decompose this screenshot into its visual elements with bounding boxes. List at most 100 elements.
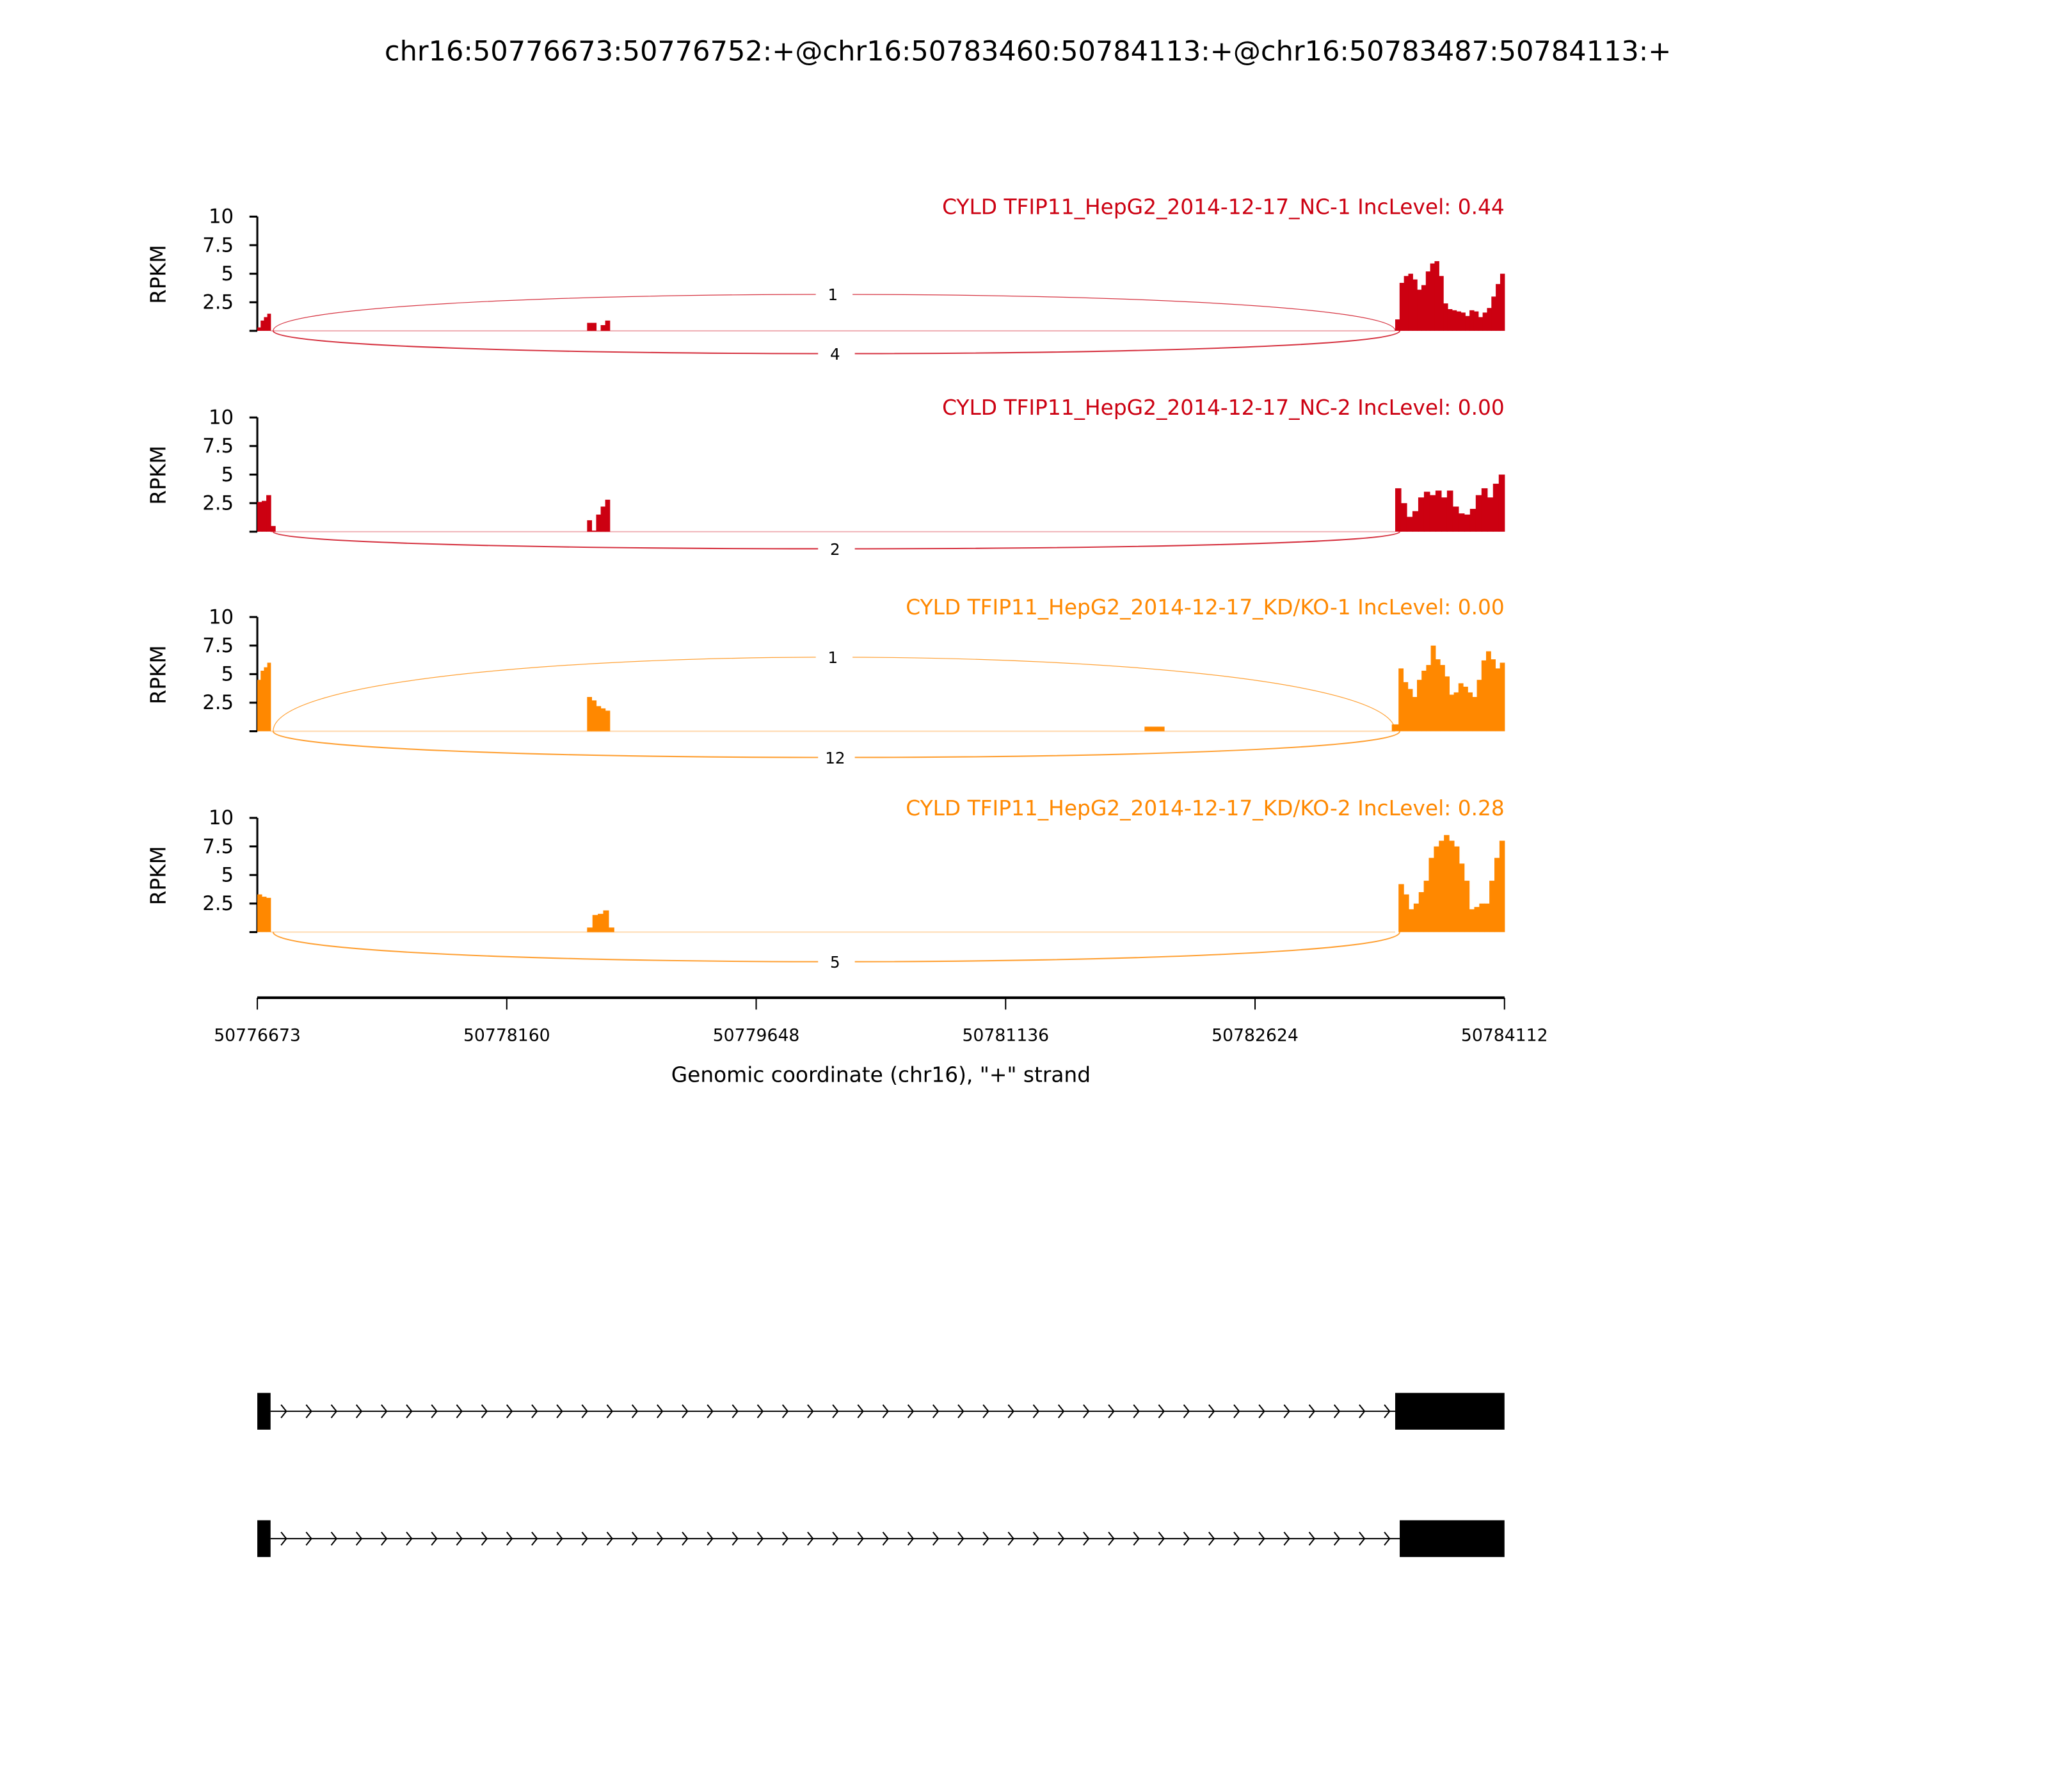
y-tick-label: 7.5 xyxy=(202,435,234,458)
strand-arrow-icon xyxy=(1308,1532,1316,1546)
coverage-bar xyxy=(596,515,602,532)
gene-models xyxy=(257,1393,1505,1557)
strand-arrow-icon xyxy=(932,1404,940,1419)
junction-count-label: 5 xyxy=(830,953,840,972)
coverage-bar xyxy=(1453,692,1459,732)
coverage-bar xyxy=(1476,680,1482,732)
panel-title: CYLD TFIP11_HepG2_2014-12-17_KD/KO-2 Inc… xyxy=(906,796,1505,820)
coverage-bar xyxy=(1469,509,1476,532)
y-tick-label: 10 xyxy=(209,406,234,429)
coverage-bar xyxy=(1479,903,1485,932)
y-tick-label: 7.5 xyxy=(202,835,234,858)
coverage-bar xyxy=(1487,308,1492,331)
coverage-bar xyxy=(1395,319,1400,331)
strand-arrow-icon xyxy=(1208,1404,1215,1419)
coverage-bar xyxy=(1481,660,1487,732)
coverage-bar xyxy=(605,710,611,732)
coverage-bar xyxy=(257,894,262,932)
coverage-bar xyxy=(1403,682,1409,732)
x-axis: 50776673 50778160 50779648 50781136 50782624… xyxy=(214,996,1548,1046)
strand-arrow-icon xyxy=(1258,1404,1265,1419)
strand-arrow-icon xyxy=(907,1532,915,1546)
strand-arrow-icon xyxy=(1333,1532,1341,1546)
strand-arrow-icon xyxy=(305,1404,312,1419)
coverage-bar xyxy=(1487,497,1494,532)
coverage-bar xyxy=(260,670,265,732)
strand-arrow-icon xyxy=(1133,1532,1140,1546)
strand-arrow-icon xyxy=(431,1532,438,1546)
strand-arrow-icon xyxy=(1158,1532,1165,1546)
coverage-bar xyxy=(1458,683,1464,732)
coverage-bar xyxy=(603,910,609,932)
strand-arrow-icon xyxy=(732,1404,739,1419)
coverage-bar xyxy=(1459,863,1465,932)
strand-arrow-icon xyxy=(606,1404,614,1419)
strand-arrow-icon xyxy=(682,1404,689,1419)
coverage-bar xyxy=(1421,285,1427,331)
y-tick-label: 2.5 xyxy=(202,291,234,314)
coverage-bar xyxy=(257,327,261,331)
coverage-bar xyxy=(1398,884,1404,932)
coverage-bar xyxy=(591,700,597,732)
coverage-bar xyxy=(1434,846,1439,932)
strand-arrow-icon xyxy=(1308,1404,1316,1419)
y-tick-label: 2.5 xyxy=(202,892,234,915)
x-tick-label: 50779648 xyxy=(713,1026,800,1046)
strand-arrow-icon xyxy=(305,1532,312,1546)
strand-arrow-icon xyxy=(1384,1404,1391,1419)
strand-arrow-icon xyxy=(531,1532,538,1546)
coverage-bar xyxy=(1452,310,1457,331)
transcript-2 xyxy=(257,1520,1505,1557)
strand-arrow-icon xyxy=(1158,1404,1165,1419)
strand-arrow-icon xyxy=(431,1404,438,1419)
coverage-bar xyxy=(1460,312,1466,331)
coverage-bar xyxy=(1494,858,1500,932)
strand-arrow-icon xyxy=(1032,1404,1040,1419)
strand-arrow-icon xyxy=(1283,1404,1290,1419)
strand-arrow-icon xyxy=(756,1404,764,1419)
junction-count-label: 2 xyxy=(830,540,840,559)
transcript-1 xyxy=(257,1393,1505,1430)
coverage-bar xyxy=(1441,497,1448,532)
y-axis-label: RPKM xyxy=(146,846,170,905)
strand-arrow-icon xyxy=(732,1532,739,1546)
exon-block xyxy=(1395,1393,1505,1430)
coverage-bar xyxy=(1406,516,1413,532)
coverage-bar xyxy=(1482,312,1488,331)
coverage-bar xyxy=(266,495,271,532)
strand-arrow-icon xyxy=(1208,1532,1215,1546)
coverage-bar xyxy=(1412,697,1418,732)
x-tick-label: 50784112 xyxy=(1461,1026,1548,1046)
coverage-bar xyxy=(267,662,271,732)
coverage-bar xyxy=(1449,840,1455,932)
coverage-bar xyxy=(1473,311,1479,331)
strand-arrow-icon xyxy=(631,1532,639,1546)
strand-arrow-icon xyxy=(330,1532,338,1546)
strand-arrow-icon xyxy=(1359,1532,1366,1546)
coverage-bar xyxy=(264,317,268,331)
coverage-bar xyxy=(1417,289,1422,331)
strand-arrow-icon xyxy=(857,1404,864,1419)
strand-arrow-icon xyxy=(1359,1404,1366,1419)
strand-arrow-icon xyxy=(832,1404,839,1419)
coverage-bar xyxy=(605,320,611,331)
coverage-bar xyxy=(261,897,267,932)
coverage-bar xyxy=(1417,680,1422,732)
coverage-bar xyxy=(1449,694,1455,732)
coverage-bar xyxy=(596,706,602,732)
strand-arrow-icon xyxy=(932,1532,940,1546)
exon-block xyxy=(257,1520,271,1557)
coverage-bar xyxy=(1491,659,1496,732)
coverage-bar xyxy=(1468,692,1473,732)
y-tick-label: 7.5 xyxy=(202,634,234,657)
panel-3: CYLD TFIP11_HepG2_2014-12-17_KD/KO-1 Inc… xyxy=(146,595,1505,767)
coverage-bar xyxy=(257,680,261,732)
coverage-bar xyxy=(1462,686,1468,732)
x-tick-label: 50782624 xyxy=(1212,1026,1299,1046)
y-axis-label: RPKM xyxy=(146,245,170,304)
coverage-bar xyxy=(1472,697,1478,732)
strand-arrow-icon xyxy=(682,1532,689,1546)
strand-arrow-icon xyxy=(1083,1404,1090,1419)
strand-arrow-icon xyxy=(481,1404,488,1419)
